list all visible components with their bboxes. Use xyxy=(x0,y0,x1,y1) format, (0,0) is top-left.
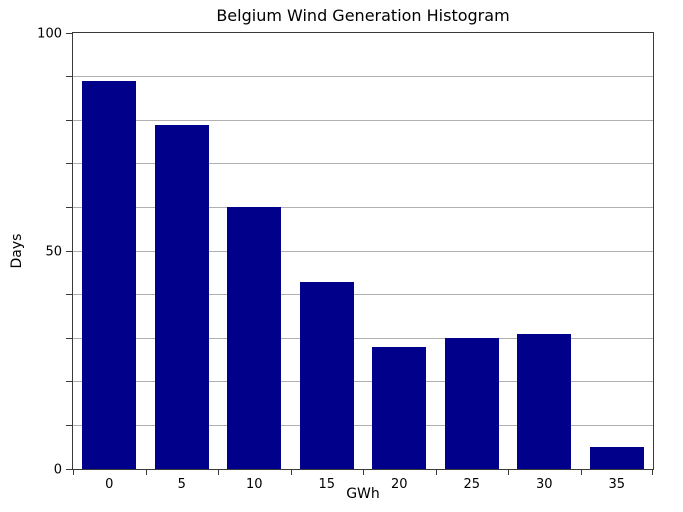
plot-area: 0 5 10 15 20 25 30 35 0 50 100 xyxy=(37,27,654,491)
x-tick-edge-8 xyxy=(652,469,653,475)
y-tick-0 xyxy=(66,468,73,470)
x-tick-label-20: 20 xyxy=(390,477,408,492)
bar-35 xyxy=(589,447,644,469)
gridline-y-30 xyxy=(73,337,653,339)
y-tick-10 xyxy=(66,424,73,426)
gridline-y-40 xyxy=(73,294,653,296)
bar-10 xyxy=(227,207,282,469)
gridline-y-50 xyxy=(73,250,653,252)
bar-20 xyxy=(372,346,427,469)
y-tick-20 xyxy=(66,381,73,383)
y-tick-30 xyxy=(66,337,73,339)
y-tick-60 xyxy=(66,206,73,208)
y-tick-label-50: 50 xyxy=(45,244,62,259)
x-tick-edge-1 xyxy=(145,469,147,475)
x-tick-label-0: 0 xyxy=(105,477,114,492)
x-tick-label-15: 15 xyxy=(318,477,336,492)
y-tick-label-100: 100 xyxy=(37,26,62,41)
x-tick-label-5: 5 xyxy=(177,477,186,492)
x-tick-edge-4 xyxy=(363,469,364,475)
x-tick-edge-3 xyxy=(290,469,292,475)
x-tick-edge-0 xyxy=(73,469,74,475)
x-tick-edge-6 xyxy=(508,469,509,475)
bar-30 xyxy=(517,333,572,469)
y-tick-label-0: 0 xyxy=(53,462,62,477)
gridline-y-60 xyxy=(73,206,653,208)
y-tick-90 xyxy=(66,76,73,78)
y-axis-label: Days xyxy=(9,233,25,269)
gridline-y-80 xyxy=(73,119,653,121)
x-tick-edge-7 xyxy=(580,469,582,475)
bar-0 xyxy=(82,80,137,469)
x-tick-label-10: 10 xyxy=(245,477,263,492)
y-tick-100 xyxy=(66,32,73,34)
y-tick-80 xyxy=(66,119,73,121)
gridline-y-70 xyxy=(73,163,653,165)
x-tick-label-35: 35 xyxy=(608,477,626,492)
bar-25 xyxy=(444,338,499,469)
bar-15 xyxy=(299,281,354,469)
x-tick-edge-2 xyxy=(218,469,219,475)
bar-5 xyxy=(154,124,209,469)
x-tick-edge-5 xyxy=(435,469,437,475)
gridline-y-90 xyxy=(73,76,653,78)
y-tick-70 xyxy=(66,163,73,165)
x-tick-label-30: 30 xyxy=(535,477,553,492)
y-tick-40 xyxy=(66,294,73,296)
gridline-y-20 xyxy=(73,381,653,383)
gridline-y-10 xyxy=(73,424,653,426)
y-tick-50 xyxy=(66,250,73,252)
x-tick-label-25: 25 xyxy=(463,477,481,492)
chart-title: Belgium Wind Generation Histogram xyxy=(216,6,510,25)
x-axis-label: GWh xyxy=(346,486,380,502)
